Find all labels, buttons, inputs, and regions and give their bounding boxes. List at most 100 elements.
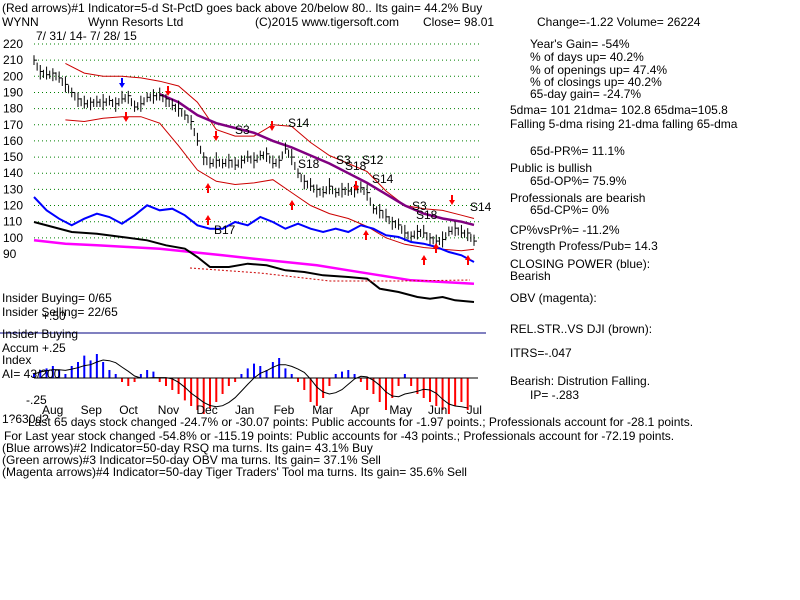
y-tick-label: 130	[3, 182, 23, 196]
y-tick-label: 210	[3, 53, 23, 67]
stat-line: Bearish	[510, 269, 551, 283]
stat-line: Strength Profess/Pub= 14.3	[510, 239, 658, 253]
accum-ma-line	[33, 359, 468, 409]
stat-line: Public is bullish	[510, 161, 592, 175]
stat-line: % of closings up= 40.2%	[530, 75, 662, 89]
down-arrow	[165, 86, 171, 96]
down-arrow	[119, 78, 125, 88]
y-tick-label: 190	[3, 85, 23, 99]
y-tick-label: 180	[3, 102, 23, 116]
insider-buying2-label: Insider Buying	[2, 327, 78, 341]
x-tick-label: Aug	[42, 403, 63, 417]
minus25-label: -.25	[26, 393, 47, 407]
x-tick-label: Dec	[196, 403, 217, 417]
up-arrow	[205, 183, 211, 193]
stat-line: 65d-OP%= 75.9%	[530, 174, 627, 188]
x-tick-label: Jul	[467, 403, 482, 417]
footer-line: For Last year stock changed -54.8% or -1…	[4, 429, 674, 443]
stat-line: Year's Gain= -54%	[530, 37, 630, 51]
down-arrow	[213, 131, 219, 141]
indicator-lines	[0, 196, 486, 334]
closing-power-ma-line	[189, 267, 471, 282]
lower-band-line	[65, 116, 475, 252]
rel-str-line	[33, 221, 475, 303]
signal-label: S14	[288, 116, 310, 130]
insider-buying-label: Insider Buying= 0/65	[2, 291, 112, 305]
x-tick-label: Sep	[81, 403, 103, 417]
y-tick-label: 110	[3, 215, 22, 229]
stat-line: OBV (magenta):	[510, 291, 597, 305]
price-bars	[33, 55, 477, 248]
up-arrow	[205, 215, 211, 225]
x-month-labels: Aug Sep Oct Nov Dec Jan Feb Mar Apr May Jun Jul	[42, 403, 482, 417]
stat-line: IP= -.283	[530, 388, 579, 402]
x-tick-label: Oct	[119, 403, 138, 417]
plus50-label: +.50	[42, 309, 66, 323]
down-arrow	[449, 195, 455, 205]
y-tick-label: 200	[3, 69, 23, 83]
footer-overlap: 1?630d?	[2, 412, 49, 426]
footer-line: (Blue arrows)#2 Indicator=50-day RSQ ma …	[2, 441, 373, 455]
ai-label: AI= 43/200	[2, 367, 61, 381]
down-arrow	[123, 112, 129, 122]
signal-label: S3	[336, 153, 351, 167]
x-tick-label: May	[389, 403, 412, 417]
closing-power-line	[33, 196, 475, 263]
signal-label: S14	[470, 200, 492, 214]
ma65-line	[159, 92, 475, 227]
copyright: (C)2015 www.tigersoft.com	[255, 15, 399, 29]
date-range: 7/ 31/ 14- 7/ 28/ 15	[36, 29, 137, 43]
stat-line: % of days up= 40.2%	[530, 50, 644, 64]
signal-label: S12	[362, 153, 384, 167]
footer-line: Last 65 days stock changed -24.7% or -30…	[28, 415, 693, 429]
down-arrow	[353, 181, 359, 191]
y-tick-label: 100	[3, 231, 23, 245]
change-volume: Change=-1.22 Volume= 26224	[537, 15, 701, 29]
up-arrow	[433, 243, 439, 253]
y-tick-labels: 220 210 200 190 180 170 160 150 140 130 120 110 100 9…	[3, 37, 23, 261]
stat-line: CLOSING POWER (blue):	[510, 257, 650, 271]
x-tick-label: Feb	[274, 403, 295, 417]
signal-label: B17	[214, 223, 236, 237]
header-line1: (Red arrows)#1 Indicator=5-d St-PctD goe…	[2, 1, 482, 15]
y-tick-label: 220	[3, 37, 23, 51]
footer-text: Last 65 days stock changed -24.7% or -30…	[2, 415, 693, 479]
x-tick-label: Apr	[351, 403, 370, 417]
stat-line: REL.STR..VS DJI (brown):	[510, 322, 652, 336]
y-tick-label: 160	[3, 134, 23, 148]
close-value: Close= 98.01	[423, 15, 494, 29]
y-tick-label: 90	[3, 247, 17, 261]
y-tick-label: 150	[3, 150, 23, 164]
stat-line: 5dma= 101 21dma= 102.8 65dma=105.8	[510, 103, 728, 117]
up-arrow	[421, 255, 427, 265]
x-tick-label: Jun	[428, 403, 447, 417]
x-tick-label: Nov	[158, 403, 179, 417]
stat-line: Professionals are bearish	[510, 191, 645, 205]
up-arrow	[289, 200, 295, 210]
index-label: Index	[2, 353, 31, 367]
signal-label: S18	[345, 159, 367, 173]
ticker: WYNN	[2, 15, 39, 29]
company-name: Wynn Resorts Ltd	[88, 15, 183, 29]
y-tick-label: 170	[3, 118, 23, 132]
stat-line: % of openings up= 47.4%	[530, 63, 667, 77]
stats-panel: Year's Gain= -54%% of days up= 40.2%% of…	[510, 37, 738, 402]
x-tick-label: Jan	[235, 403, 254, 417]
stat-line: CP%vsPr%= -11.2%	[510, 223, 620, 237]
up-arrow	[465, 255, 471, 265]
y-tick-label: 140	[3, 166, 23, 180]
stat-line: 65d-PR%= 11.1%	[530, 144, 625, 158]
signal-label: S18	[298, 157, 320, 171]
stat-line: Bearish: Distrution Falling.	[510, 374, 650, 388]
y-tick-label: 120	[3, 199, 23, 213]
obv-line	[33, 239, 475, 285]
insider-selling-label: Insider Selling= 22/65	[2, 305, 118, 319]
signal-label: S14	[372, 172, 394, 186]
stat-line: 65d-CP%= 0%	[530, 203, 609, 217]
plus25-label: +.25	[42, 341, 66, 355]
x-tick-label: Mar	[312, 403, 333, 417]
accum-label: Accum	[2, 341, 39, 355]
footer-line: (Magenta arrows)#4 Indicator=50-day Tige…	[2, 465, 467, 479]
